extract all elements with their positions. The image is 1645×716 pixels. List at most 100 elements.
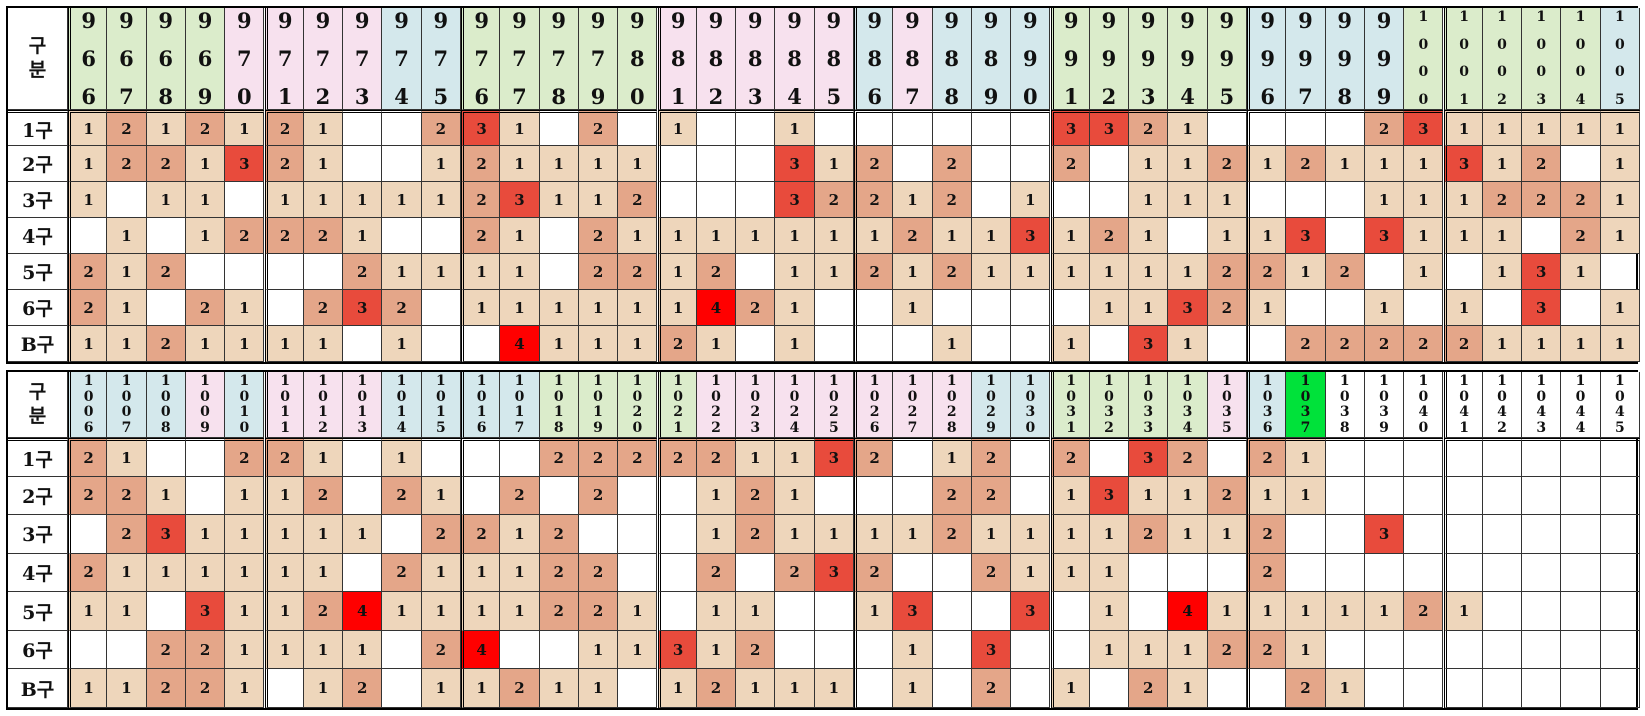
column-header-digit: 9 — [1023, 8, 1038, 33]
data-cell: 1 — [1600, 218, 1640, 254]
data-cell — [932, 592, 972, 631]
column-header-digit: 1 — [789, 373, 800, 389]
data-cell: 2 — [854, 146, 894, 182]
column-header: 9 9 0 — [1011, 8, 1051, 110]
data-cell: 1 — [1404, 254, 1444, 290]
data-cell: 1 — [1286, 630, 1326, 670]
column-header-digit: 4 — [789, 419, 800, 436]
column-header: 9 8 6 — [854, 8, 894, 110]
data-cell — [1522, 218, 1562, 254]
data-cell — [1168, 218, 1208, 254]
column-header-digit: 7 — [1300, 419, 1311, 436]
data-cell — [1325, 438, 1365, 477]
column-header-digit: 0 — [1575, 388, 1586, 405]
data-cell — [1404, 438, 1444, 477]
data-cell: 1 — [421, 476, 461, 516]
data-cell: 2 — [1482, 182, 1523, 218]
data-cell — [657, 592, 697, 631]
corner-char: 구 — [28, 380, 47, 403]
column-header-digit: 0 — [1262, 388, 1273, 405]
column-header-digit: 1 — [1614, 373, 1625, 389]
data-cell: 1 — [225, 476, 265, 516]
data-cell: 1 — [382, 182, 422, 218]
column-header-digit: 1 — [1575, 9, 1586, 25]
data-cell: 2 — [461, 182, 501, 218]
data-cell — [696, 182, 737, 218]
data-cell — [657, 553, 697, 593]
column-header-digit: 3 — [357, 419, 368, 436]
data-cell: 1 — [303, 146, 344, 182]
data-cell — [618, 515, 658, 554]
data-cell: 1 — [736, 218, 776, 254]
data-cell: 1 — [68, 326, 108, 362]
data-cell — [1050, 182, 1090, 218]
column-header: 9 8 0 — [618, 8, 658, 110]
data-cell: 1 — [500, 290, 540, 326]
data-cell: 1 — [264, 515, 304, 554]
data-cell: 2 — [185, 290, 226, 326]
column-header-digit: 9 — [670, 8, 686, 33]
column-header-digit: 0 — [1418, 64, 1429, 81]
data-cell: 1 — [618, 592, 658, 631]
data-cell: 1 — [657, 218, 697, 254]
data-cell: 2 — [539, 592, 579, 631]
column-header-digit: 0 — [1418, 388, 1429, 405]
data-cell — [932, 290, 972, 326]
data-cell: 1 — [107, 326, 147, 362]
data-cell: 3 — [1364, 218, 1405, 254]
data-cell: 2 — [343, 254, 383, 290]
data-cell: 1 — [1168, 182, 1208, 218]
data-cell: 2 — [1325, 254, 1365, 290]
data-cell — [1286, 110, 1326, 146]
row-label: B구 — [8, 326, 68, 362]
data-cell: 1 — [932, 218, 972, 254]
column-header-digit: 4 — [787, 84, 802, 109]
column-header-digit: 0 — [1379, 388, 1389, 405]
column-header-digit: 2 — [946, 404, 957, 421]
column-header-digit: 1 — [1536, 9, 1547, 25]
data-cell: 2 — [461, 218, 501, 254]
data-cell: 1 — [539, 182, 579, 218]
column-header-digit: 7 — [590, 46, 606, 71]
data-cell — [107, 630, 147, 670]
data-cell: 1 — [107, 438, 147, 477]
data-cell — [1522, 515, 1562, 554]
column-header-digit: 0 — [200, 404, 210, 421]
data-cell: 1 — [1011, 254, 1051, 290]
data-cell: 2 — [1404, 592, 1444, 631]
data-cell — [854, 630, 894, 670]
column-header-digit: 9 — [1180, 8, 1195, 33]
data-cell: 2 — [578, 592, 619, 631]
data-cell: 1 — [303, 669, 344, 708]
data-cell: 1 — [814, 146, 854, 182]
data-cell: 1 — [1247, 592, 1287, 631]
column-header-digit: 2 — [869, 404, 880, 421]
column-header-digit: 0 — [553, 388, 564, 405]
data-cell — [1561, 592, 1601, 631]
data-cell: 2 — [1247, 515, 1287, 554]
data-cell: 1 — [814, 515, 854, 554]
column-header-digit: 1 — [711, 373, 721, 389]
column-header-digit: 9 — [119, 8, 134, 33]
corner-char: 구 — [28, 34, 47, 57]
row-label: 4구 — [8, 218, 68, 254]
column-header-digit: 8 — [553, 419, 564, 436]
column-header-digit: 5 — [1219, 84, 1235, 109]
data-cell: 1 — [1011, 182, 1051, 218]
data-cell: 2 — [971, 438, 1012, 477]
data-cell — [539, 254, 579, 290]
data-cell: 3 — [1011, 218, 1051, 254]
data-cell — [1325, 182, 1365, 218]
data-cell — [1011, 476, 1051, 516]
data-cell — [578, 515, 619, 554]
data-cell: 1 — [1482, 254, 1523, 290]
column-header-digit: 0 — [1418, 91, 1429, 108]
data-cell — [1325, 515, 1365, 554]
